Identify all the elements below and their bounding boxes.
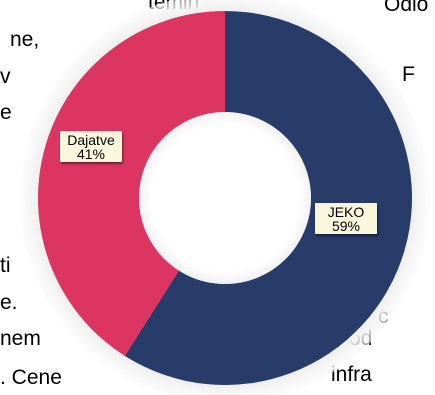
body-text-fragment: Odlo [384, 0, 429, 16]
body-text-fragment: v [0, 65, 11, 88]
slice-label-value: 41% [76, 146, 106, 162]
donut-slice-dajatve [38, 11, 226, 356]
slice-label-dajatve: Dajatve 41% [60, 131, 122, 162]
slice-label-name: JEKO [327, 204, 365, 220]
body-text-fragment: ne, [10, 28, 40, 51]
body-text-fragment: . Cene [0, 366, 62, 389]
donut-hole [139, 112, 311, 284]
slice-label-name: Dajatve [67, 132, 115, 148]
body-text-fragment: e [0, 101, 12, 124]
body-text-fragment: e. [0, 291, 18, 314]
donut-slice-jeko [124, 11, 413, 385]
body-text-fragment: F [402, 63, 415, 86]
body-text-fragment: nem [0, 327, 41, 350]
body-text-fragment: infra [331, 363, 372, 386]
slice-label-jeko: JEKO 59% [315, 203, 377, 234]
slice-label-value: 59% [331, 218, 361, 234]
body-text-fragment: ti [0, 254, 11, 277]
donut-slices [38, 11, 413, 385]
